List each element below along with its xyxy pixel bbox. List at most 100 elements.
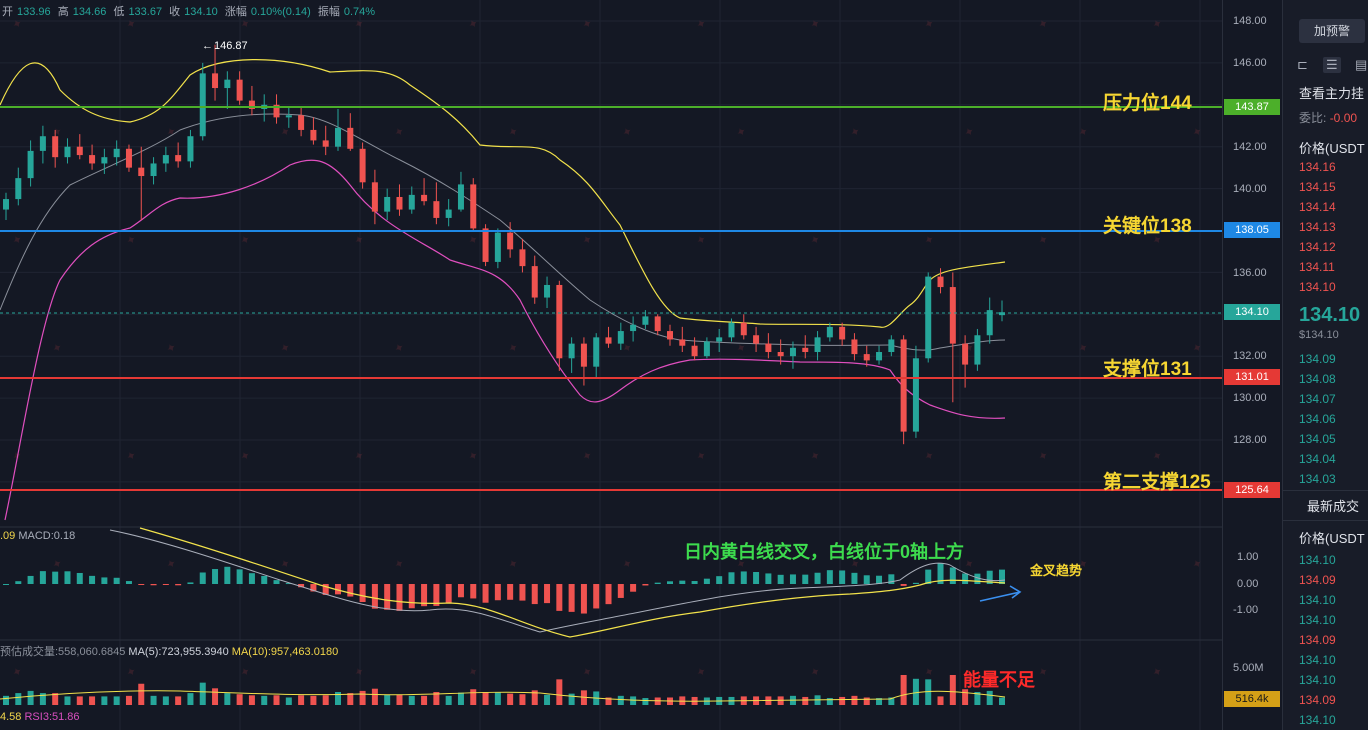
y-tick: 128.00 — [1233, 434, 1267, 446]
candle-body — [212, 73, 219, 89]
volume-bar — [236, 694, 243, 705]
macd-bar — [494, 584, 501, 601]
volume-bar — [925, 679, 932, 705]
trades-header: 价格(USDT — [1299, 531, 1365, 546]
candle-body — [384, 196, 391, 212]
macd-bar — [802, 574, 809, 584]
add-alert-button[interactable]: 加预警 — [1299, 19, 1365, 43]
candle — [912, 345, 919, 438]
trade-price: 134.10 — [1299, 553, 1336, 567]
volume-bar — [630, 696, 637, 705]
candle-body — [125, 148, 132, 168]
macd-bar — [765, 573, 772, 584]
macd-bar — [433, 584, 440, 606]
bid-price[interactable]: 134.03 — [1299, 472, 1336, 486]
macd-bar — [101, 577, 108, 584]
ask-price[interactable]: 134.12 — [1299, 240, 1336, 254]
candle-body — [937, 276, 944, 288]
candle-body — [531, 266, 538, 298]
macd-bar — [457, 584, 464, 598]
macd-bar — [691, 581, 698, 584]
volume-bar — [962, 689, 969, 705]
candle — [654, 314, 661, 336]
ask-price[interactable]: 134.11 — [1299, 260, 1335, 274]
macd-bar — [728, 572, 735, 584]
volume-bar — [470, 689, 477, 705]
y-tick: 146.00 — [1233, 57, 1267, 69]
bid-price[interactable]: 134.06 — [1299, 412, 1336, 426]
candle — [802, 335, 809, 359]
macd-bar — [76, 572, 83, 584]
watermark-glyph: ✦ — [1036, 663, 1052, 680]
candle — [285, 106, 292, 128]
key-level-label: 关键位138 — [1103, 216, 1192, 237]
macd-bar — [962, 573, 969, 584]
candle — [39, 125, 46, 164]
trade-price: 134.09 — [1299, 573, 1336, 587]
watermark-glyph: ✦ — [848, 123, 864, 140]
watermark-glyph: ✦ — [694, 447, 710, 464]
macd-bar — [261, 575, 268, 584]
bid-price[interactable]: 134.05 — [1299, 432, 1336, 446]
macd-bar — [999, 569, 1005, 584]
layout-icon-3[interactable]: ▤ — [1355, 57, 1368, 72]
candle — [679, 326, 686, 353]
ask-price[interactable]: 134.10 — [1299, 280, 1336, 294]
macd-bar — [347, 584, 354, 597]
candle — [568, 337, 575, 373]
macd-bar — [359, 584, 366, 603]
macd-bar — [3, 584, 9, 585]
bid-price[interactable]: 134.09 — [1299, 352, 1336, 366]
watermark-glyph: ✦ — [10, 231, 26, 248]
price-axis[interactable]: 148.00 146.00 142.00 140.00 136.00 132.0… — [1222, 0, 1281, 730]
watermark-glyph: ✦ — [278, 123, 294, 140]
candle — [765, 333, 772, 359]
watermark-glyph: ✦ — [962, 123, 978, 140]
volume-ma-line — [0, 690, 1006, 702]
candle-body — [64, 146, 71, 158]
resistance-tag: 143.87 — [1224, 99, 1280, 115]
bid-price[interactable]: 134.08 — [1299, 372, 1336, 386]
price-chart[interactable]: ✦ ✦ ✦ ✦ ✦ ✦ ✦ ✦ ✦ ✦ ✦ ✦ ✦ ✦ ✦ ✦ ✦ ✦ ✦ ✦ ✦ ✦ ✦ ✦ ✦ ✦ ✦ ✦ ✦ ✦ ✦ ✦ ✦ ✦ ✦ ✦ ✦ ✦ ✦ ✦… — [0, 0, 1222, 730]
view-main-orders[interactable]: 查看主力挂 — [1299, 86, 1365, 101]
candle — [876, 345, 883, 365]
candle-body — [667, 331, 673, 340]
candle-body — [949, 287, 956, 344]
candle-body — [962, 343, 969, 365]
trade-price: 134.10 — [1299, 673, 1336, 687]
watermark-glyph: ✦ — [506, 555, 522, 572]
bid-price[interactable]: 134.07 — [1299, 392, 1336, 406]
volume-bars — [3, 675, 1005, 705]
candle — [691, 337, 698, 361]
trade-price: 134.10 — [1299, 713, 1336, 727]
ask-price[interactable]: 134.16 — [1299, 160, 1336, 174]
candle — [457, 171, 464, 212]
ask-price[interactable]: 134.14 — [1299, 200, 1336, 214]
candle — [150, 157, 157, 185]
watermark-glyph: ✦ — [124, 447, 140, 464]
layout-icon-1[interactable]: ⊏ — [1297, 57, 1308, 72]
ask-price[interactable]: 134.13 — [1299, 220, 1336, 234]
latest-trades-title[interactable]: 最新成交 — [1307, 499, 1360, 514]
watermark-glyph: ✦ — [620, 555, 636, 572]
macd-bar — [371, 584, 378, 609]
layout-icon-2[interactable]: ☰ — [1323, 57, 1341, 73]
candle-body — [912, 358, 919, 432]
candle-body — [457, 184, 464, 210]
candle-body — [580, 343, 587, 367]
candle — [162, 146, 169, 172]
watermark-glyph: ✦ — [1190, 339, 1206, 356]
bid-price[interactable]: 134.04 — [1299, 452, 1336, 466]
chart-area[interactable]: ✦ ✦ ✦ ✦ ✦ ✦ ✦ ✦ ✦ ✦ ✦ ✦ ✦ ✦ ✦ ✦ ✦ ✦ ✦ ✦ ✦ ✦ ✦ ✦ ✦ ✦ ✦ ✦ ✦ ✦ ✦ ✦ ✦ ✦ ✦ ✦ ✦ ✦ ✦ ✦… — [0, 0, 1222, 730]
watermark-glyph: ✦ — [466, 663, 482, 680]
candle — [347, 113, 354, 151]
volume-bar — [347, 693, 354, 705]
trade-price: 134.10 — [1299, 653, 1336, 667]
macd-bar — [544, 584, 551, 604]
candle-body — [39, 136, 46, 151]
last-price: 134.10 — [1299, 304, 1361, 326]
volume-bar — [396, 694, 403, 705]
ohlc-info: 开 133.96 高 134.66 低 133.67 收 134.10 涨幅 0.10%(… — [2, 6, 376, 18]
ask-price[interactable]: 134.15 — [1299, 180, 1336, 194]
volume-bar — [605, 697, 612, 705]
